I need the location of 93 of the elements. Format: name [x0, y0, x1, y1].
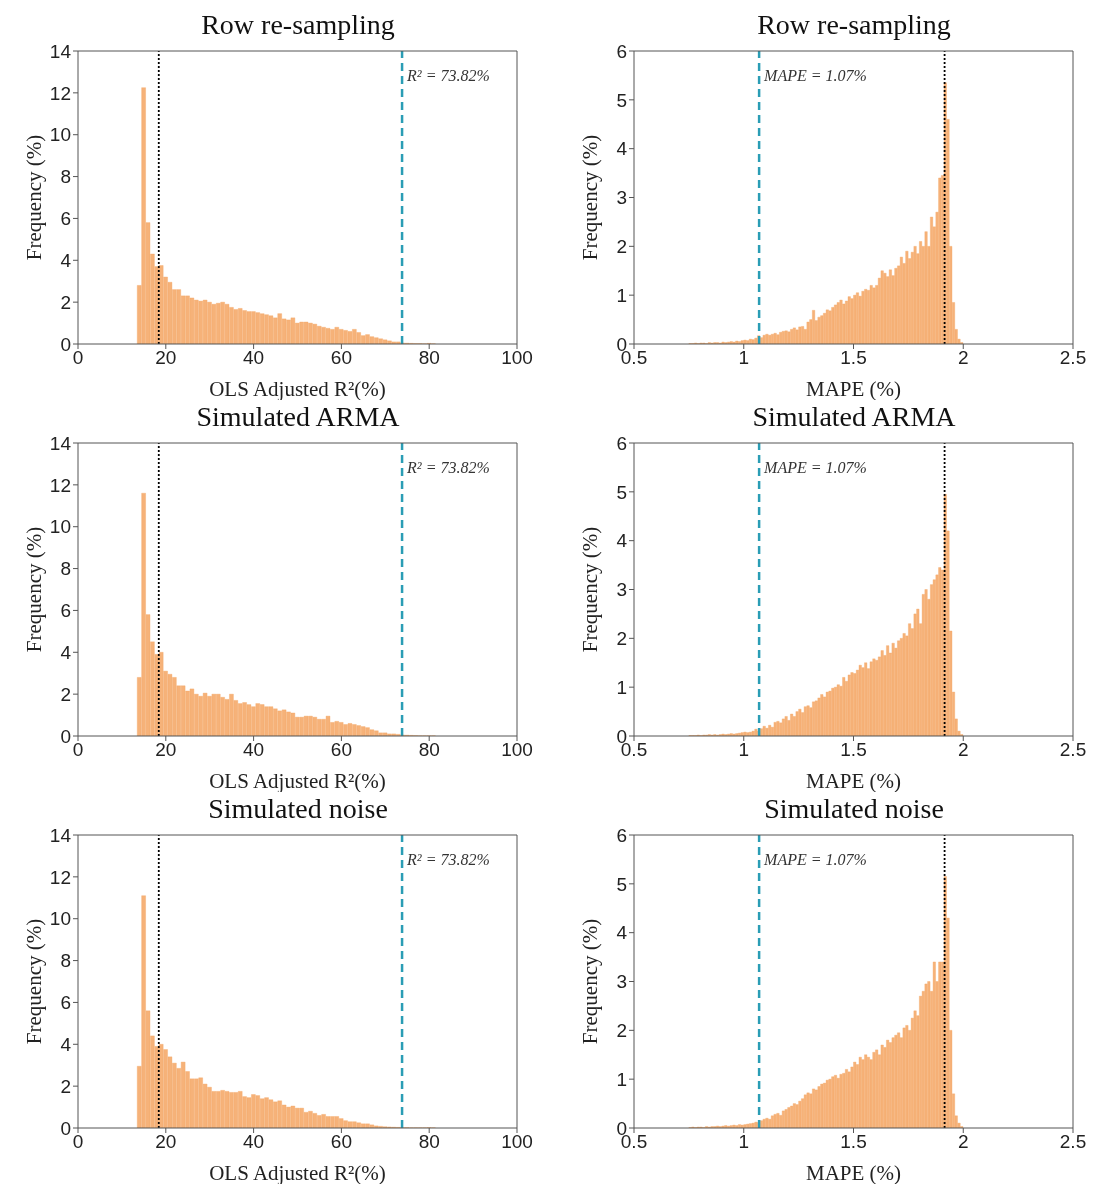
x-tick-label: 1.5 — [840, 347, 867, 369]
y-tick-label: 8 — [60, 166, 71, 188]
x-tick-label: 2.5 — [1059, 1131, 1087, 1153]
y-tick-label: 1 — [616, 676, 627, 698]
y-tick-label: 14 — [49, 40, 72, 62]
y-tick-label: 12 — [49, 82, 71, 104]
y-tick-label: 5 — [616, 481, 627, 503]
chart-title: Row re-sampling — [200, 8, 396, 42]
chart-title: Simulated noise — [207, 792, 389, 826]
ref-line-label: R² = 73.82% — [406, 67, 490, 84]
y-axis-title: Frequency (%) — [22, 134, 47, 261]
y-tick-label: 6 — [60, 600, 71, 622]
y-axis-title: Frequency (%) — [22, 526, 47, 653]
y-tick-label: 6 — [616, 824, 627, 846]
x-tick-label: 20 — [155, 739, 177, 761]
x-tick-label: 40 — [243, 739, 265, 761]
x-tick-label: 2 — [957, 739, 969, 761]
x-tick-label: 2 — [957, 347, 969, 369]
y-tick-label: 8 — [60, 558, 71, 580]
x-tick-label: 100 — [501, 1131, 533, 1153]
ref-line-label: R² = 73.82% — [406, 851, 490, 868]
x-tick-label: 100 — [501, 347, 533, 369]
x-tick-label: 1 — [738, 739, 750, 761]
x-tick-label: 40 — [243, 1131, 265, 1153]
y-tick-label: 10 — [49, 908, 71, 930]
y-tick-label: 10 — [49, 516, 71, 538]
x-axis-title: MAPE (%) — [805, 1161, 902, 1185]
x-tick-label: 60 — [330, 739, 352, 761]
x-axis-title: OLS Adjusted R²(%) — [209, 377, 386, 401]
y-tick-label: 10 — [49, 124, 71, 146]
x-axis-title: OLS Adjusted R²(%) — [209, 769, 386, 793]
ref-line-label: MAPE = 1.07% — [763, 459, 867, 476]
x-tick-label: 80 — [418, 347, 440, 369]
chart-title: Simulated ARMA — [751, 400, 957, 434]
y-tick-label: 2 — [60, 1075, 71, 1097]
y-axis-title: Frequency (%) — [578, 134, 603, 261]
x-axis-title: MAPE (%) — [805, 769, 902, 793]
chart-title: Simulated ARMA — [195, 400, 401, 434]
y-tick-label: 4 — [616, 530, 628, 552]
y-tick-label: 4 — [60, 1034, 72, 1056]
x-axis-title: MAPE (%) — [805, 377, 902, 401]
y-tick-label: 3 — [616, 187, 627, 209]
y-tick-label: 2 — [616, 628, 627, 650]
y-tick-label: 0 — [60, 1117, 71, 1139]
y-tick-label: 6 — [616, 40, 627, 62]
x-tick-label: 1 — [738, 347, 750, 369]
y-tick-label: 14 — [49, 824, 72, 846]
x-tick-label: 20 — [155, 1131, 177, 1153]
ref-line-label: MAPE = 1.07% — [763, 851, 867, 868]
y-tick-label: 1 — [616, 284, 627, 306]
y-tick-label: 2 — [60, 683, 71, 705]
ref-line-label: R² = 73.82% — [406, 459, 490, 476]
x-tick-label: 80 — [418, 739, 440, 761]
y-tick-label: 2 — [616, 1020, 627, 1042]
x-tick-label: 40 — [243, 347, 265, 369]
x-tick-label: 2 — [957, 1131, 969, 1153]
x-tick-label: 1 — [738, 1131, 750, 1153]
x-tick-label: 60 — [330, 347, 352, 369]
y-tick-label: 0 — [60, 333, 71, 355]
y-axis-title: Frequency (%) — [578, 918, 603, 1045]
y-tick-label: 4 — [60, 250, 72, 272]
x-tick-label: 2.5 — [1059, 739, 1087, 761]
x-tick-label: 80 — [418, 1131, 440, 1153]
chart-title: Simulated noise — [763, 792, 945, 826]
y-tick-label: 4 — [60, 642, 72, 664]
x-tick-label: 100 — [501, 739, 533, 761]
y-tick-label: 2 — [60, 291, 71, 313]
y-tick-label: 6 — [60, 992, 71, 1014]
x-tick-label: 20 — [155, 347, 177, 369]
y-tick-label: 2 — [616, 236, 627, 258]
y-tick-label: 0 — [60, 725, 71, 747]
y-tick-label: 6 — [616, 432, 627, 454]
y-axis-title: Frequency (%) — [22, 918, 47, 1045]
x-tick-label: 60 — [330, 1131, 352, 1153]
x-axis-title: OLS Adjusted R²(%) — [209, 1161, 386, 1185]
ref-line-label: MAPE = 1.07% — [763, 67, 867, 84]
y-tick-label: 5 — [616, 873, 627, 895]
x-tick-label: 1.5 — [840, 739, 867, 761]
y-tick-label: 8 — [60, 950, 71, 972]
y-tick-label: 3 — [616, 579, 627, 601]
y-tick-label: 4 — [616, 138, 628, 160]
y-tick-label: 6 — [60, 208, 71, 230]
y-tick-label: 3 — [616, 971, 627, 993]
y-tick-label: 12 — [49, 474, 71, 496]
y-tick-label: 4 — [616, 922, 628, 944]
x-tick-label: 2.5 — [1059, 347, 1087, 369]
y-axis-title: Frequency (%) — [578, 526, 603, 653]
chart-title: Row re-sampling — [756, 8, 952, 42]
y-tick-label: 1 — [616, 1068, 627, 1090]
y-tick-label: 12 — [49, 866, 71, 888]
y-tick-label: 14 — [49, 432, 72, 454]
y-tick-label: 5 — [616, 89, 627, 111]
x-tick-label: 1.5 — [840, 1131, 867, 1153]
